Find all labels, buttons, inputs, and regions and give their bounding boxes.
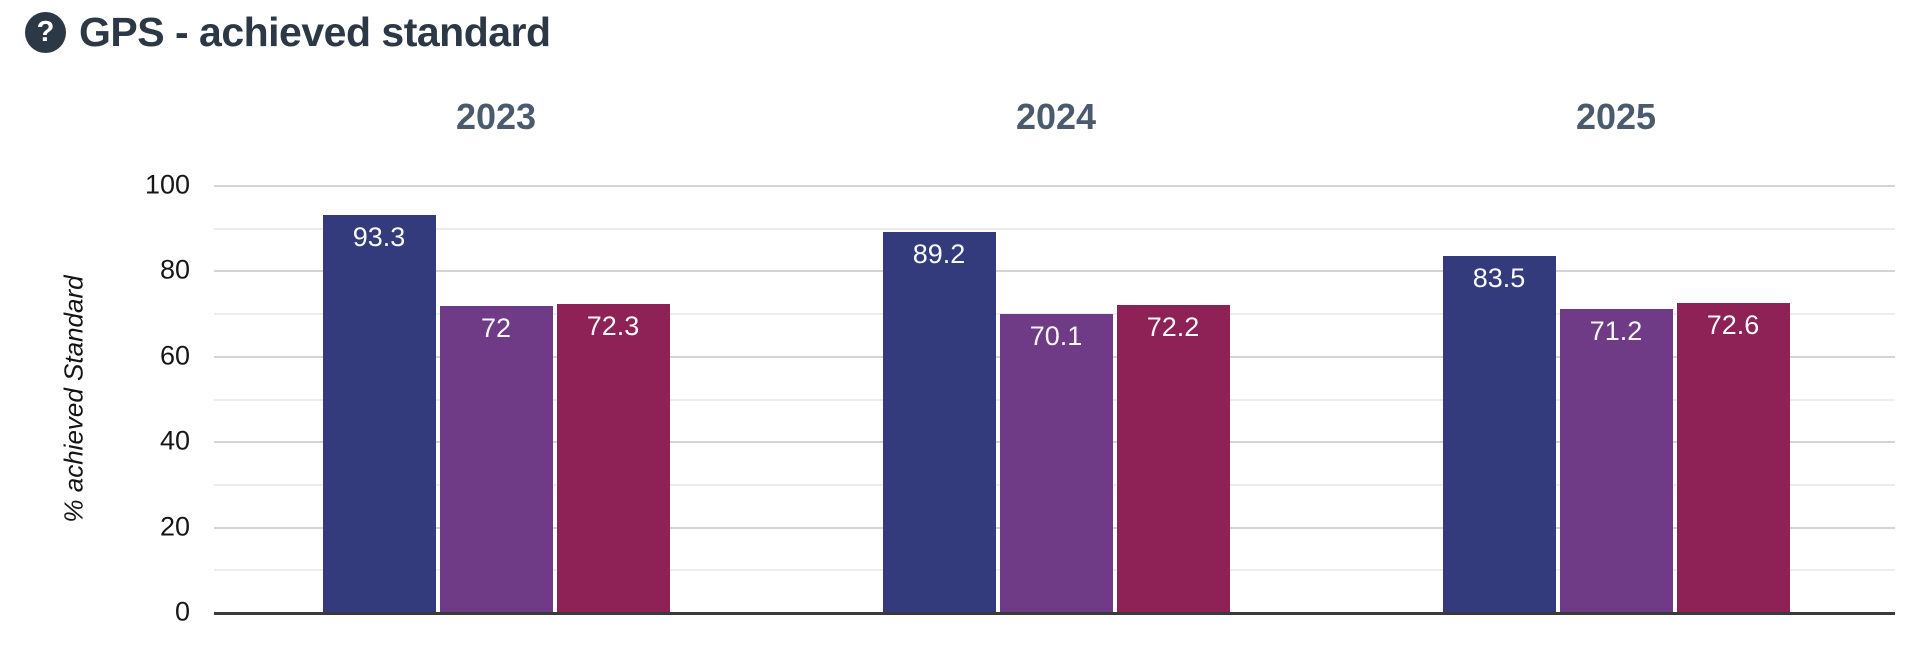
year-header-2024: 2024: [1015, 96, 1097, 137]
y-axis-title: % achieved Standard: [58, 275, 89, 523]
y-tick-label-60: 60: [159, 340, 190, 371]
bar-2025-crimson[interactable]: 72.6: [1676, 302, 1790, 613]
gridline-minor-90: [214, 227, 1895, 230]
y-tick-label-40: 40: [159, 425, 190, 456]
bar-value-label: 72.2: [1146, 311, 1200, 342]
bar-2025-dark-blue[interactable]: 83.5: [1442, 256, 1556, 613]
y-tick-label-0: 0: [174, 596, 190, 627]
y-tick-label-20: 20: [159, 510, 190, 541]
bar-2023-crimson[interactable]: 72.3: [556, 304, 670, 613]
question-circle-icon[interactable]: ?: [25, 12, 66, 53]
bar-value-label: 72.3: [586, 311, 640, 342]
gridline-major-100: [214, 185, 1895, 187]
bar-2024-purple[interactable]: 70.1: [999, 313, 1113, 613]
y-tick-label-80: 80: [159, 254, 190, 285]
bar-2024-dark-blue[interactable]: 89.2: [882, 232, 996, 613]
y-tick-label-100: 100: [144, 169, 190, 200]
gridline-major-80: [214, 270, 1895, 273]
bar-value-label: 72.6: [1706, 309, 1760, 340]
bar-2023-purple[interactable]: 72: [439, 305, 553, 613]
bar-value-label: 89.2: [912, 239, 966, 270]
chart-header: ? GPS - achieved standard: [25, 9, 551, 56]
year-header-2025: 2025: [1575, 96, 1657, 137]
bar-value-label: 70.1: [1029, 320, 1083, 351]
bar-value-label: 83.5: [1472, 263, 1526, 294]
bar-value-label: 72: [480, 312, 512, 343]
page-title: GPS - achieved standard: [79, 9, 551, 55]
bar-2023-dark-blue[interactable]: 93.3: [322, 214, 436, 613]
bar-2025-purple[interactable]: 71.2: [1559, 308, 1673, 613]
bar-value-label: 71.2: [1589, 315, 1643, 346]
bar-2024-crimson[interactable]: 72.2: [1116, 304, 1230, 613]
bar-value-label: 93.3: [352, 221, 406, 252]
year-header-2023: 2023: [455, 96, 537, 137]
x-axis-line: [214, 612, 1895, 615]
